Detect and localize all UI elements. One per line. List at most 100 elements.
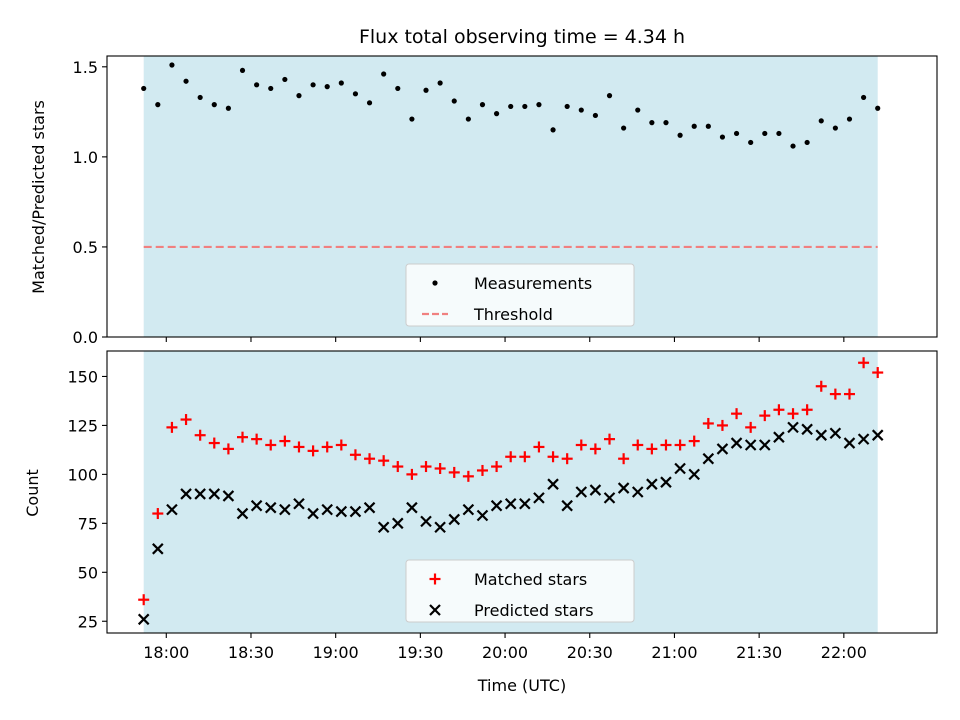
bottom-matched-stars-point bbox=[152, 508, 164, 520]
bottom-matched-stars-point bbox=[716, 419, 728, 431]
bottom-predicted-stars-point bbox=[829, 427, 842, 440]
top-measurements-point bbox=[832, 125, 838, 131]
top-measurements-point bbox=[310, 82, 316, 88]
top-measurements-point bbox=[663, 120, 669, 126]
bottom-predicted-stars-point bbox=[264, 501, 277, 514]
bottom-predicted-stars-point-b bbox=[773, 431, 785, 443]
bottom-predicted-stars-point-b bbox=[448, 513, 461, 526]
top-axes-frame bbox=[106, 55, 938, 338]
bottom-matched-stars-point bbox=[815, 380, 827, 392]
bottom-predicted-stars-point-b bbox=[589, 484, 602, 496]
bottom-predicted-stars-point bbox=[250, 499, 263, 512]
bottom-predicted-stars-point bbox=[575, 486, 588, 498]
bottom-series-matched-stars bbox=[138, 357, 884, 606]
bottom-predicted-stars-point-b bbox=[406, 501, 418, 514]
top-measurements-point bbox=[409, 116, 415, 122]
top-measurements-point bbox=[790, 143, 796, 149]
bottom-matched-stars-point bbox=[194, 429, 206, 441]
bottom-series-predicted-stars bbox=[137, 421, 884, 626]
bottom-matched-stars-point bbox=[872, 367, 884, 379]
bottom-predicted-stars-point bbox=[392, 517, 404, 530]
bottom-predicted-stars-point-b bbox=[857, 433, 870, 445]
top-measurements-point bbox=[719, 134, 726, 140]
top-measurements-point bbox=[324, 84, 330, 90]
top-measurements-point bbox=[550, 127, 556, 133]
bottom-matched-stars-point bbox=[335, 439, 347, 451]
top-legend-label-threshold: Threshold bbox=[473, 305, 553, 324]
bottom-predicted-stars-point-b bbox=[420, 515, 432, 528]
bottom-predicted-stars-point-b bbox=[434, 521, 446, 534]
bottom-matched-stars-point bbox=[745, 421, 757, 433]
bottom-matched-stars-point bbox=[420, 461, 432, 473]
bottom-legend-label-predicted-stars: Predicted stars bbox=[474, 601, 594, 620]
bottom-predicted-stars-point-b bbox=[730, 437, 743, 449]
bottom-predicted-stars-point bbox=[843, 437, 856, 449]
top-measurements-point bbox=[621, 125, 627, 131]
bottom-matched-stars-point bbox=[674, 439, 686, 451]
bottom-y-tick-label: 50 bbox=[78, 563, 98, 582]
top-measurements-point bbox=[423, 87, 429, 93]
x-tick-label: 21:00 bbox=[651, 643, 697, 662]
bottom-predicted-stars-point-b bbox=[815, 429, 828, 441]
bottom-predicted-stars-point bbox=[730, 437, 743, 449]
bottom-predicted-stars-point-b bbox=[166, 503, 178, 516]
bottom-matched-stars-point bbox=[660, 439, 672, 451]
bottom-matched-stars-point bbox=[208, 437, 220, 449]
bottom-predicted-stars-point bbox=[420, 515, 432, 528]
bottom-predicted-stars-point-b bbox=[208, 488, 221, 500]
bottom-y-tick-label: 100 bbox=[67, 465, 98, 484]
bottom-predicted-stars-point-b bbox=[871, 429, 884, 441]
bottom-predicted-stars-point bbox=[589, 484, 602, 496]
top-measurements-point bbox=[493, 111, 500, 117]
top-measurements-point bbox=[564, 103, 570, 110]
top-y-tick-label: 0.0 bbox=[73, 328, 98, 347]
bottom-legend-marker-predicted-stars-b bbox=[429, 604, 441, 616]
bottom-matched-stars-point bbox=[843, 388, 855, 400]
x-tick-label: 22:00 bbox=[821, 643, 867, 662]
x-tick-label: 20:30 bbox=[567, 643, 613, 662]
bottom-predicted-stars-point bbox=[759, 439, 771, 451]
bottom-predicted-stars-point-b bbox=[603, 492, 616, 504]
bottom-predicted-stars-point bbox=[857, 433, 870, 445]
x-tick-label: 18:00 bbox=[143, 643, 189, 662]
top-measurements-point bbox=[141, 85, 147, 92]
bottom-predicted-stars-point-b bbox=[575, 486, 588, 498]
top-measurements-point bbox=[804, 139, 810, 146]
bottom-matched-stars-point bbox=[279, 435, 291, 447]
top-legend-label-measurements: Measurements bbox=[474, 274, 592, 293]
top-y-tick-label: 0.5 bbox=[73, 238, 98, 257]
bottom-predicted-stars-point bbox=[180, 488, 192, 500]
bottom-predicted-stars-point bbox=[434, 521, 446, 534]
bottom-predicted-stars-point-b bbox=[547, 478, 559, 490]
bottom-matched-stars-point bbox=[307, 445, 319, 457]
bottom-matched-stars-point bbox=[406, 468, 418, 480]
bottom-matched-stars-point bbox=[702, 417, 714, 429]
bottom-predicted-stars-point-b bbox=[194, 488, 206, 500]
bottom-predicted-stars-point bbox=[631, 486, 644, 498]
bottom-predicted-stars-point bbox=[476, 509, 489, 522]
x-tick-label: 19:30 bbox=[397, 643, 443, 662]
bottom-predicted-stars-point bbox=[660, 476, 672, 488]
bottom-predicted-stars-point-b bbox=[392, 517, 404, 530]
bottom-predicted-stars-point bbox=[674, 462, 686, 475]
bottom-matched-stars-point bbox=[434, 463, 446, 474]
bottom-predicted-stars-point-b bbox=[335, 505, 348, 518]
top-legend-frame bbox=[405, 263, 635, 327]
bottom-predicted-stars-point-b bbox=[702, 452, 715, 465]
top-measurements-point bbox=[254, 82, 260, 88]
bottom-predicted-stars-point bbox=[321, 503, 333, 516]
bottom-predicted-stars-point-b bbox=[504, 497, 517, 510]
top-measurements-point bbox=[691, 123, 697, 129]
bottom-matched-stars-point bbox=[632, 439, 644, 451]
top-measurements-point bbox=[437, 80, 443, 86]
top-measurements-point bbox=[183, 78, 189, 84]
bottom-predicted-stars-point bbox=[448, 513, 461, 526]
bottom-matched-stars-point bbox=[378, 455, 390, 467]
bottom-predicted-stars-point-b bbox=[787, 421, 799, 434]
top-measurements-point bbox=[860, 94, 867, 101]
top-measurements-point bbox=[578, 107, 584, 113]
bottom-predicted-stars-point-b bbox=[462, 503, 475, 516]
bottom-predicted-stars-point-b bbox=[307, 507, 319, 520]
bottom-predicted-stars-point bbox=[744, 439, 757, 451]
